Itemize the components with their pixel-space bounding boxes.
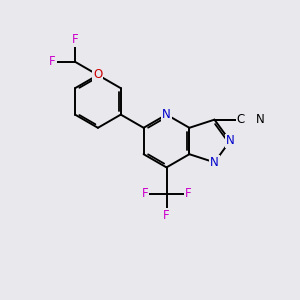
Text: O: O — [93, 68, 103, 82]
Text: F: F — [72, 33, 78, 46]
Text: N: N — [226, 134, 234, 148]
Text: F: F — [185, 187, 191, 200]
Text: C: C — [237, 113, 245, 126]
Text: F: F — [163, 209, 170, 222]
Text: N: N — [256, 113, 265, 126]
Text: F: F — [142, 187, 148, 200]
Text: F: F — [49, 55, 56, 68]
Text: N: N — [210, 156, 219, 169]
Text: N: N — [162, 108, 171, 121]
